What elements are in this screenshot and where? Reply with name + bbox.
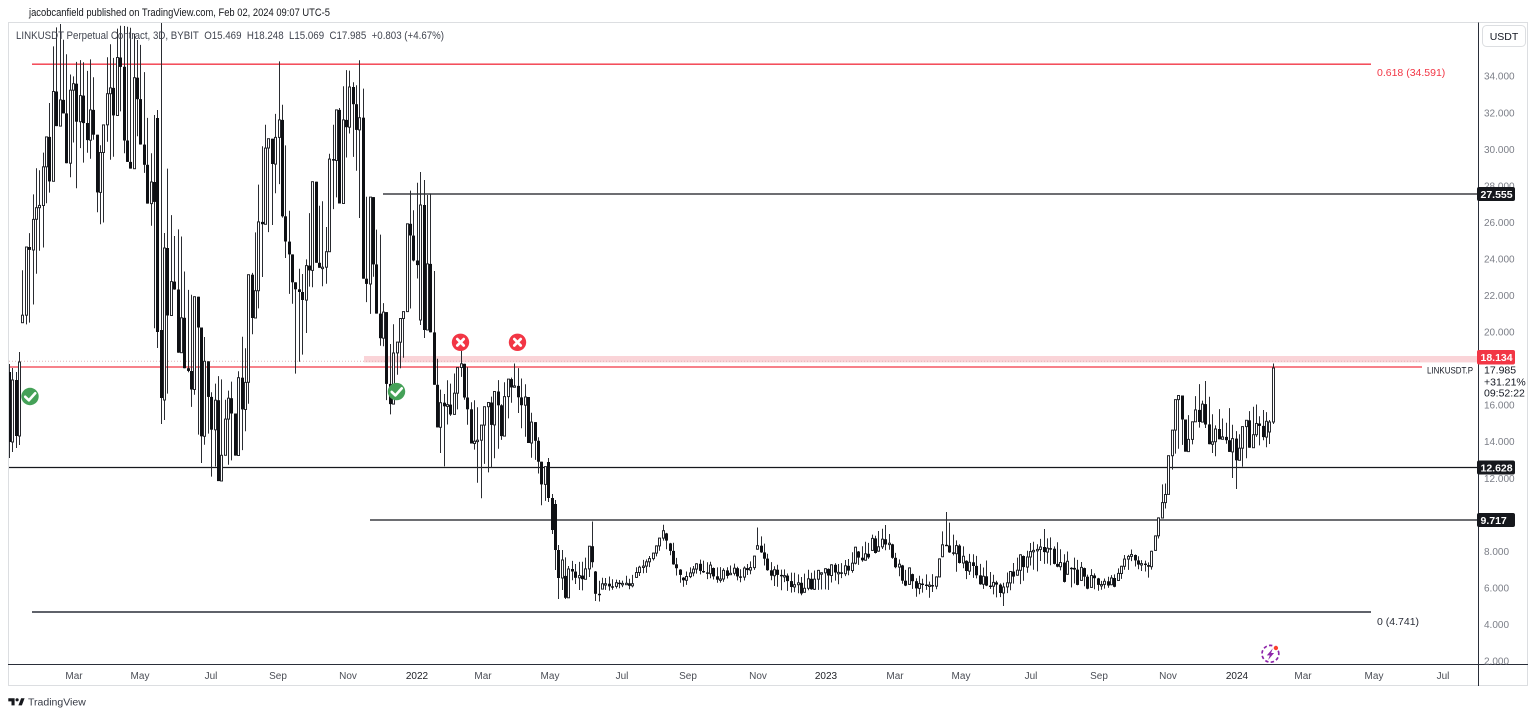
svg-text:4.000: 4.000 (1484, 620, 1509, 631)
svg-text:16.000: 16.000 (1484, 401, 1515, 412)
svg-text:Mar: Mar (65, 671, 83, 682)
svg-text:Jul: Jul (616, 671, 629, 682)
svg-text:May: May (952, 671, 971, 682)
svg-text:2024: 2024 (1226, 671, 1249, 682)
svg-text:Sep: Sep (269, 671, 287, 682)
svg-text:Nov: Nov (1159, 671, 1177, 682)
svg-text:6.000: 6.000 (1484, 583, 1509, 594)
svg-text:Jul: Jul (1025, 671, 1038, 682)
svg-text:USDT: USDT (1490, 31, 1519, 43)
svg-text:0 (4.741): 0 (4.741) (1377, 616, 1419, 628)
svg-text:Sep: Sep (1090, 671, 1108, 682)
svg-text:14.000: 14.000 (1484, 437, 1515, 448)
svg-text:May: May (131, 671, 150, 682)
svg-text:9.717: 9.717 (1481, 515, 1507, 527)
svg-text:12.000: 12.000 (1484, 474, 1515, 485)
svg-text:Mar: Mar (474, 671, 492, 682)
svg-text:LINKUSDT.P: LINKUSDT.P (1427, 366, 1473, 376)
svg-text:jacobcanfield published on Tra: jacobcanfield published on TradingView.c… (28, 7, 330, 19)
svg-text:12.628: 12.628 (1481, 462, 1513, 474)
svg-text:30.000: 30.000 (1484, 145, 1515, 156)
svg-text:Nov: Nov (749, 671, 767, 682)
svg-text:2022: 2022 (406, 671, 429, 682)
svg-text:0.618 (34.591): 0.618 (34.591) (1377, 67, 1445, 79)
svg-text:2.000: 2.000 (1484, 657, 1509, 668)
svg-text:22.000: 22.000 (1484, 291, 1515, 302)
svg-text:Sep: Sep (679, 671, 697, 682)
svg-text:Jul: Jul (1437, 671, 1450, 682)
svg-text:28.000: 28.000 (1484, 181, 1515, 192)
svg-text:May: May (541, 671, 560, 682)
svg-text:32.000: 32.000 (1484, 108, 1515, 119)
svg-text:26.000: 26.000 (1484, 218, 1515, 229)
svg-text:8.000: 8.000 (1484, 547, 1509, 558)
svg-text:Mar: Mar (886, 671, 904, 682)
svg-text:09:52:22: 09:52:22 (1484, 388, 1525, 400)
svg-text:34.000: 34.000 (1484, 72, 1515, 83)
svg-text:2023: 2023 (815, 671, 838, 682)
svg-text:May: May (1365, 671, 1384, 682)
svg-text:LINKUSDT Perpetual Contract, 3: LINKUSDT Perpetual Contract, 3D, BYBIT O… (16, 30, 444, 42)
svg-text:20.000: 20.000 (1484, 328, 1515, 339)
svg-text:TradingView: TradingView (28, 696, 86, 708)
svg-text:+31.21%: +31.21% (1484, 377, 1526, 389)
svg-text:24.000: 24.000 (1484, 255, 1515, 266)
svg-text:17.985: 17.985 (1484, 365, 1516, 377)
svg-text:Mar: Mar (1294, 671, 1312, 682)
svg-text:Jul: Jul (205, 671, 218, 682)
svg-text:27.555: 27.555 (1481, 189, 1513, 201)
svg-text:18.134: 18.134 (1481, 352, 1513, 364)
svg-text:Nov: Nov (339, 671, 357, 682)
